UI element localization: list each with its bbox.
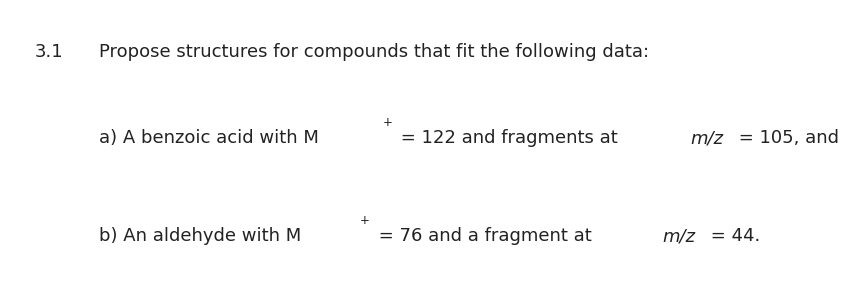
Text: +: + (383, 116, 393, 129)
Text: Propose structures for compounds that fit the following data:: Propose structures for compounds that fi… (99, 43, 649, 61)
Text: a) A benzoic acid with M: a) A benzoic acid with M (99, 129, 319, 147)
Text: m/z: m/z (662, 227, 696, 245)
Text: b) An aldehyde with M: b) An aldehyde with M (99, 227, 301, 245)
Text: = 122 and fragments at: = 122 and fragments at (395, 129, 624, 147)
Text: +: + (360, 214, 370, 227)
Text: = 105, and: = 105, and (733, 129, 845, 147)
Text: m/z: m/z (691, 129, 723, 147)
Text: = 76 and a fragment at: = 76 and a fragment at (373, 227, 598, 245)
Text: 3.1: 3.1 (34, 43, 63, 61)
Text: = 44.: = 44. (705, 227, 760, 245)
